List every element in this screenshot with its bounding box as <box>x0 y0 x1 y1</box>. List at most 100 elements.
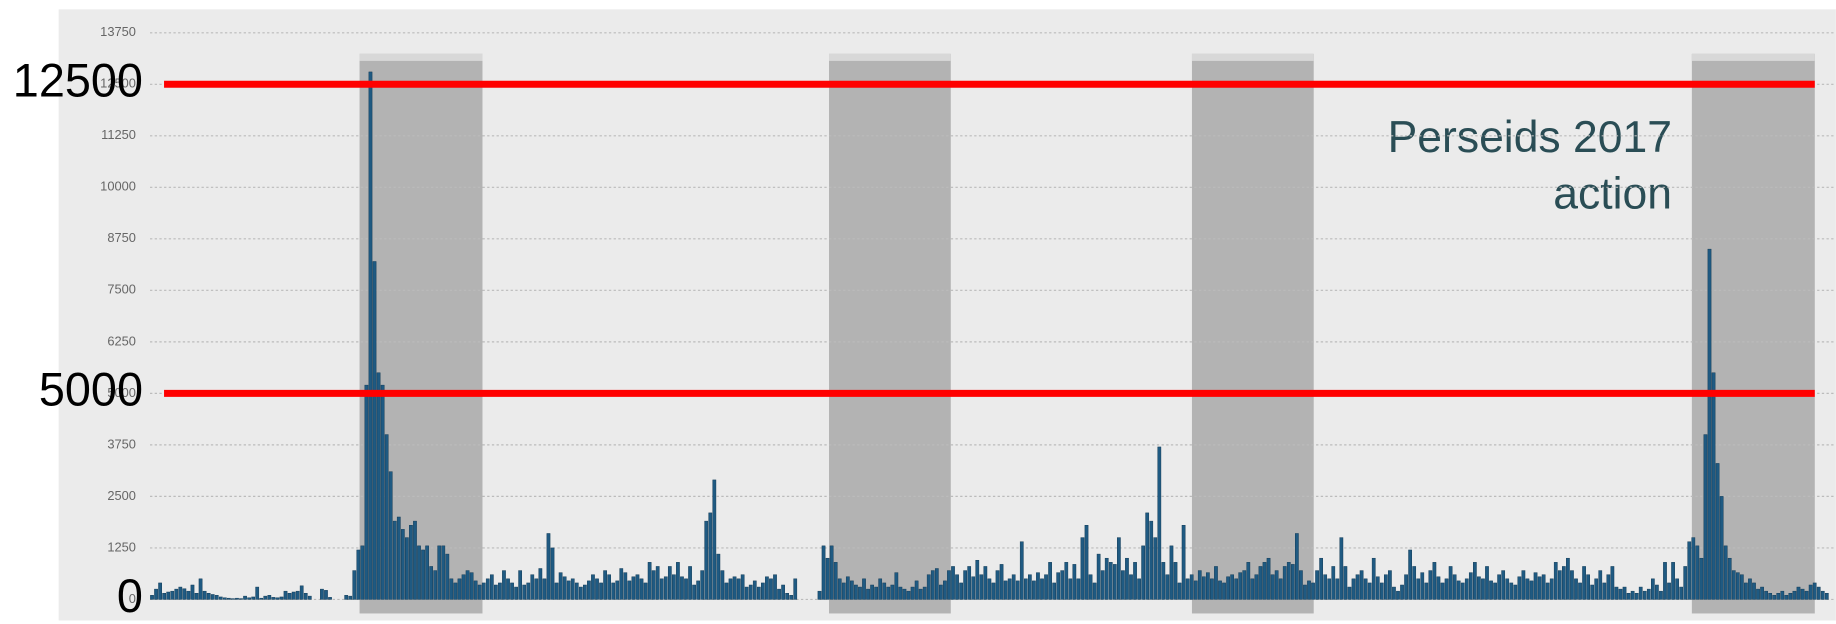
bar <box>692 584 696 600</box>
y-tick-label: 1250 <box>107 539 136 554</box>
bar <box>886 586 891 600</box>
bar <box>1254 574 1259 600</box>
bar <box>1388 570 1392 600</box>
bar <box>769 578 773 600</box>
bar <box>1262 562 1267 600</box>
bar <box>214 595 219 600</box>
bar <box>283 590 288 600</box>
bar <box>150 595 154 600</box>
bar <box>154 588 158 600</box>
bar <box>299 585 304 600</box>
bar <box>615 580 620 600</box>
bar <box>1056 572 1061 600</box>
bar <box>263 595 268 600</box>
bar <box>222 597 227 600</box>
bar <box>1028 574 1032 600</box>
bar <box>833 562 838 600</box>
bar <box>991 582 996 600</box>
bar <box>449 578 454 600</box>
bar <box>817 590 822 600</box>
bar <box>1201 576 1206 600</box>
bar <box>870 584 874 600</box>
bar <box>178 586 183 600</box>
bar <box>1286 562 1291 600</box>
bar <box>1169 545 1174 600</box>
bar <box>1691 537 1696 600</box>
bar <box>1303 584 1307 600</box>
bar <box>1044 574 1048 600</box>
bar <box>530 574 535 600</box>
bar <box>279 596 284 600</box>
bar <box>1112 564 1117 600</box>
bar <box>1206 572 1210 600</box>
bar <box>384 434 389 600</box>
bar <box>934 568 939 600</box>
bar <box>894 572 899 600</box>
bar <box>522 584 527 600</box>
bar <box>866 588 870 600</box>
bar <box>627 580 632 600</box>
bar <box>910 586 915 600</box>
bar <box>631 576 636 600</box>
bar <box>1052 582 1056 600</box>
bar <box>1748 578 1752 600</box>
bar <box>696 580 701 600</box>
bar <box>1375 576 1380 600</box>
bar <box>1634 592 1639 600</box>
bar <box>356 549 361 600</box>
bar <box>1282 566 1287 600</box>
bar <box>566 580 571 600</box>
bar <box>1274 570 1279 600</box>
bar <box>672 574 676 600</box>
bar <box>218 596 223 600</box>
y-tick-label: 0 <box>129 591 136 606</box>
y-tick-label: 2500 <box>107 488 136 503</box>
bar <box>1602 582 1607 600</box>
bar <box>1553 562 1558 600</box>
bar <box>1299 570 1303 600</box>
bar <box>1355 574 1360 600</box>
bar <box>182 588 187 600</box>
bar <box>1424 582 1429 600</box>
bar <box>469 572 474 600</box>
bar <box>858 586 862 600</box>
bar <box>1173 562 1178 600</box>
bar <box>712 479 717 600</box>
bar <box>850 580 854 600</box>
bar <box>206 592 211 600</box>
bar <box>498 582 502 600</box>
bar <box>951 566 955 600</box>
bar <box>1626 592 1631 600</box>
bar <box>235 597 239 600</box>
bar <box>756 586 761 600</box>
bar <box>623 572 628 600</box>
bar <box>445 553 450 600</box>
bar <box>1367 582 1372 600</box>
bar <box>1784 595 1789 600</box>
bar <box>854 584 858 600</box>
bar <box>595 578 599 600</box>
bar <box>744 586 749 600</box>
bar <box>558 572 563 600</box>
bar <box>1687 541 1692 600</box>
bar <box>845 576 850 600</box>
bar <box>1473 562 1477 600</box>
bar <box>1117 537 1121 600</box>
bar <box>485 578 490 600</box>
bar <box>1812 582 1817 600</box>
bar <box>546 533 551 600</box>
bar <box>1420 572 1425 600</box>
bar <box>1464 578 1469 600</box>
bar <box>344 595 349 600</box>
bar <box>1214 566 1218 600</box>
bar <box>227 597 231 600</box>
bar <box>413 520 417 600</box>
y-tick-label: 7500 <box>107 282 136 297</box>
bar <box>1630 590 1635 600</box>
bar <box>494 584 498 600</box>
bar <box>506 578 510 600</box>
bar <box>1311 582 1315 600</box>
bar <box>1772 595 1777 600</box>
bar <box>1133 562 1137 600</box>
